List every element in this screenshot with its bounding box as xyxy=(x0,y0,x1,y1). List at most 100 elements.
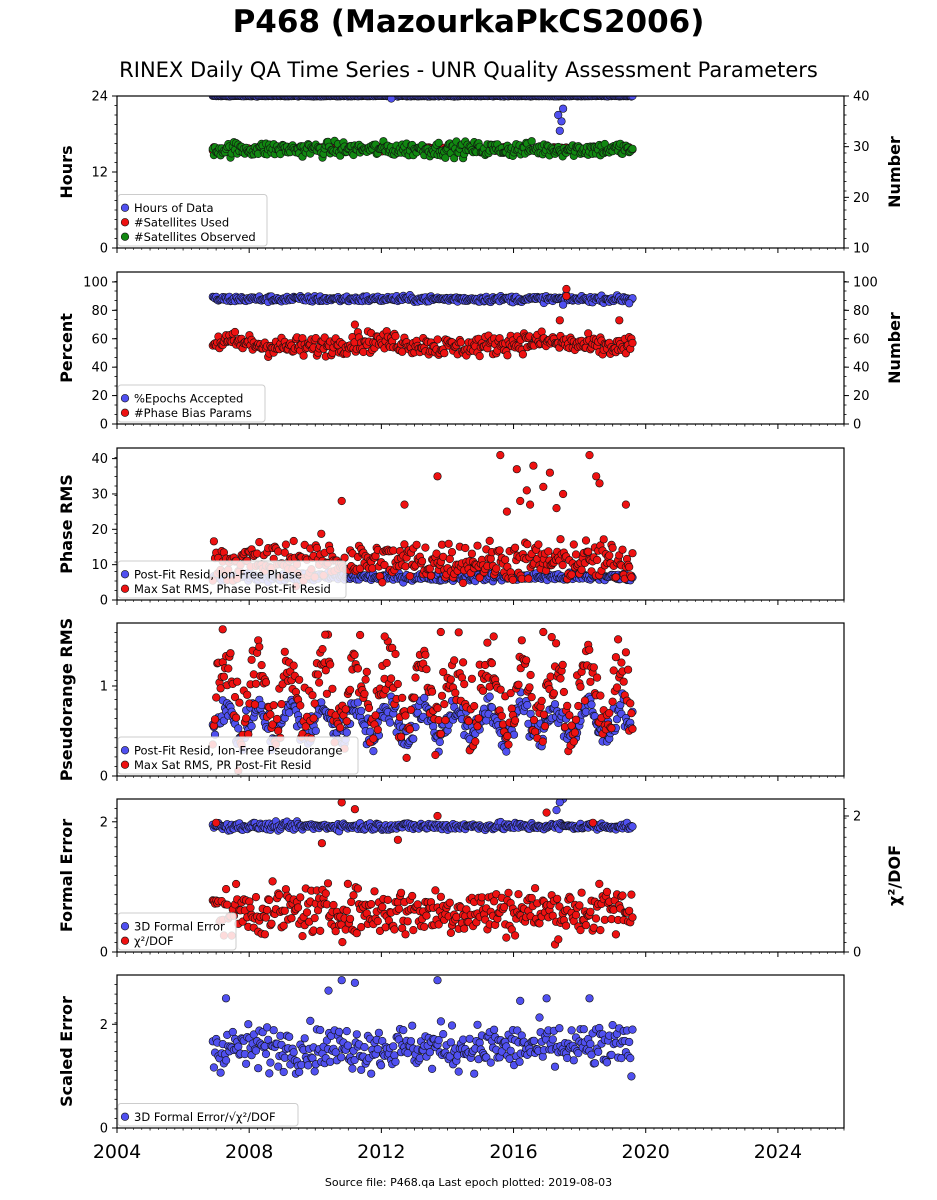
data-point xyxy=(296,893,305,902)
y-tick-label: 20 xyxy=(91,389,108,404)
data-point xyxy=(478,686,488,695)
data-point xyxy=(357,922,366,932)
data-point xyxy=(255,642,264,651)
data-point xyxy=(518,350,528,359)
data-point xyxy=(312,543,322,553)
outlier-point xyxy=(380,632,389,641)
data-point xyxy=(342,728,351,737)
data-point xyxy=(371,711,380,720)
data-point xyxy=(527,893,536,903)
data-point xyxy=(367,899,376,909)
data-point xyxy=(329,900,338,910)
legend-label: χ²/DOF xyxy=(134,934,174,948)
y-tick-label: 20 xyxy=(91,523,108,538)
data-point xyxy=(569,540,578,549)
data-point xyxy=(447,547,457,557)
data-point xyxy=(294,903,303,912)
data-point xyxy=(623,665,633,674)
outlier-point xyxy=(317,839,327,848)
data-point xyxy=(254,1064,263,1073)
data-point xyxy=(421,543,430,552)
y2-tick-label: 20 xyxy=(853,389,870,404)
data-point xyxy=(308,691,317,700)
data-point xyxy=(266,1058,275,1067)
data-point xyxy=(596,691,605,700)
data-point xyxy=(585,645,594,654)
data-point xyxy=(249,1030,258,1039)
outlier-point xyxy=(350,805,360,814)
data-point xyxy=(561,921,571,930)
y2-tick-label: 40 xyxy=(853,90,870,105)
outlier-point xyxy=(588,818,598,827)
data-point xyxy=(485,692,494,701)
data-point xyxy=(373,725,382,734)
data-point xyxy=(269,701,278,710)
data-point xyxy=(559,687,569,697)
y-axis-label: Pseudorange RMS xyxy=(57,618,76,781)
outlier-point xyxy=(387,96,396,103)
data-point xyxy=(473,541,482,550)
data-point xyxy=(391,332,400,341)
data-point xyxy=(487,659,497,668)
data-point xyxy=(451,688,460,698)
data-point xyxy=(391,649,400,659)
data-point xyxy=(608,697,617,706)
y-tick-label: 0 xyxy=(100,594,108,609)
data-point xyxy=(570,728,580,737)
data-point xyxy=(581,921,591,930)
data-point xyxy=(401,711,410,720)
data-point xyxy=(611,573,621,582)
data-point xyxy=(232,713,241,722)
y2-tick-label: 60 xyxy=(853,332,870,347)
data-point xyxy=(497,711,506,721)
data-point xyxy=(234,724,243,733)
data-point xyxy=(538,737,547,746)
outlier-point xyxy=(321,630,330,639)
data-point xyxy=(397,732,406,741)
data-point xyxy=(346,914,355,923)
data-point xyxy=(445,898,454,907)
data-point xyxy=(336,723,345,732)
outlier-point xyxy=(558,300,568,309)
data-point xyxy=(356,630,365,640)
data-point xyxy=(408,891,417,901)
data-point xyxy=(602,887,612,897)
data-point xyxy=(275,890,284,900)
data-point xyxy=(576,682,585,691)
data-point xyxy=(527,692,536,702)
data-point xyxy=(547,632,556,642)
y2-tick-label: 2 xyxy=(853,810,861,825)
outlier-point xyxy=(337,496,346,506)
legend-marker xyxy=(120,203,130,212)
y-axis-label: Phase RMS xyxy=(57,474,76,574)
data-point xyxy=(612,683,622,692)
y2-axis-label: Number xyxy=(885,136,904,208)
outlier-point xyxy=(552,504,561,513)
data-point xyxy=(338,937,347,947)
data-point xyxy=(261,1049,271,1059)
data-point xyxy=(625,562,634,572)
data-point xyxy=(274,726,283,736)
legend-label: Post-Fit Resid, Ion-Free Phase xyxy=(134,567,302,581)
data-point xyxy=(280,906,289,915)
data-point xyxy=(437,540,447,549)
data-point xyxy=(556,535,565,544)
data-point xyxy=(571,715,581,724)
data-point xyxy=(226,649,235,658)
data-point xyxy=(613,635,623,644)
data-point xyxy=(628,144,637,153)
y-axis-label: Formal Error xyxy=(57,819,76,932)
data-point xyxy=(522,656,531,665)
data-point xyxy=(265,1069,274,1078)
legend-label: Max Sat RMS, Phase Post-Fit Resid xyxy=(134,582,331,596)
data-point xyxy=(555,902,564,911)
data-point xyxy=(228,1027,237,1037)
data-point xyxy=(219,672,228,681)
data-point xyxy=(364,703,374,713)
data-point xyxy=(589,663,598,672)
data-point xyxy=(549,689,559,698)
data-point xyxy=(295,675,304,684)
data-point xyxy=(234,1042,243,1051)
